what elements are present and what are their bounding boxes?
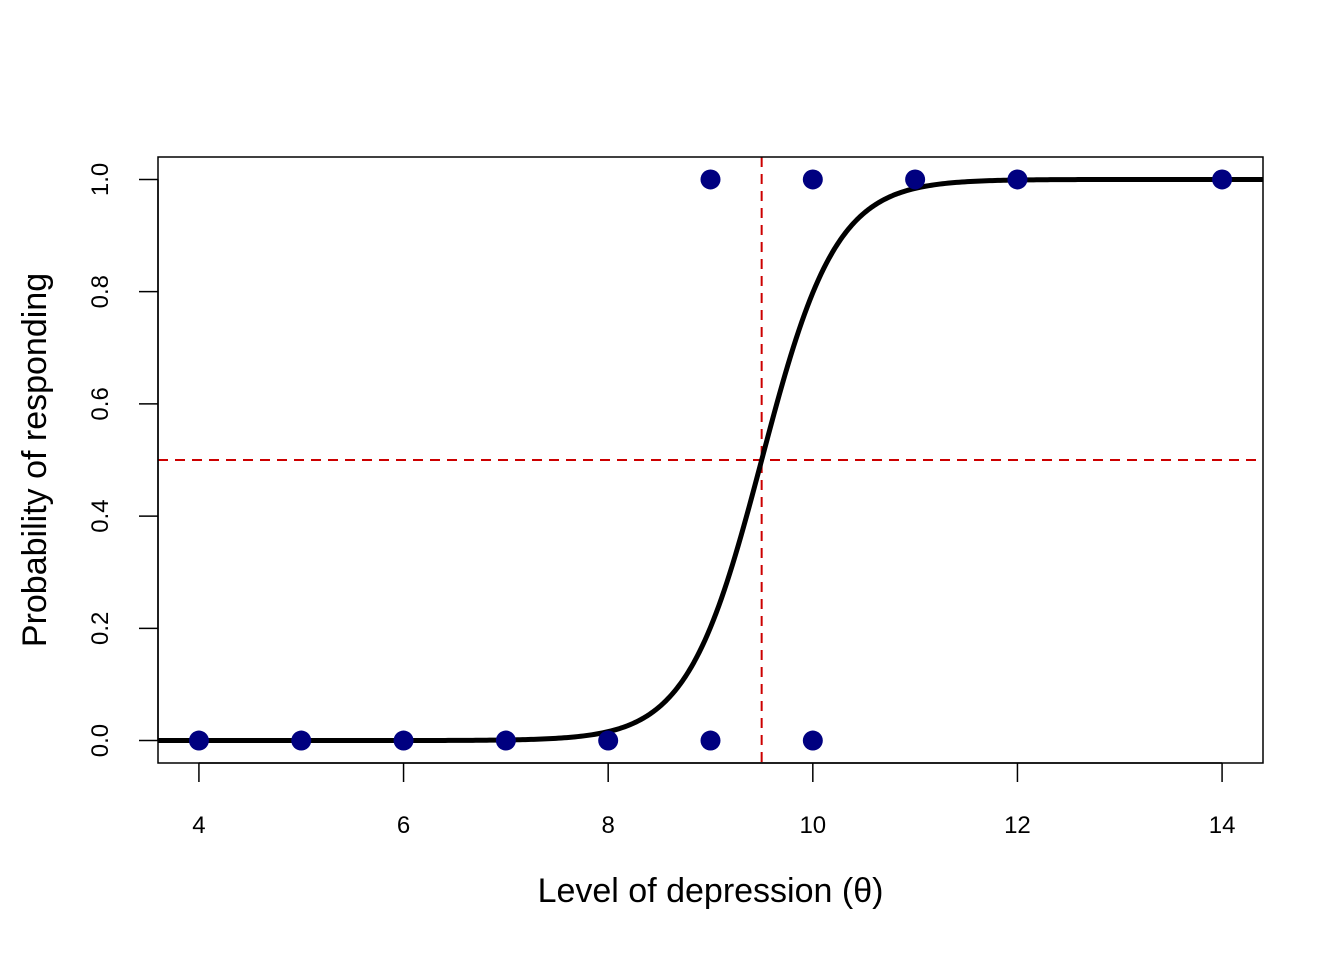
x-tick-label: 6	[397, 812, 410, 839]
data-point	[598, 730, 619, 751]
data-point	[802, 730, 823, 751]
x-tick-label: 4	[192, 812, 205, 839]
data-point	[1212, 169, 1233, 190]
y-tick-label: 0.2	[87, 612, 114, 645]
x-tick-label: 12	[1004, 812, 1031, 839]
x-axis-title: Level of depression (θ)	[538, 872, 884, 910]
x-tick-label: 10	[799, 812, 826, 839]
y-tick-label: 0.6	[87, 387, 114, 420]
data-point	[495, 730, 516, 751]
reference-lines	[158, 157, 1263, 763]
data-point	[393, 730, 414, 751]
data-point	[802, 169, 823, 190]
data-point	[1007, 169, 1028, 190]
data-point	[905, 169, 926, 190]
x-tick-label: 8	[602, 812, 615, 839]
y-tick-label: 0.8	[87, 275, 114, 308]
y-axis: 0.0 0.2 0.4 0.6 0.8 1.0	[87, 163, 159, 757]
fitted-logistic-curve	[158, 176, 1263, 744]
data-point	[188, 730, 209, 751]
data-point	[700, 169, 721, 190]
data-points	[188, 169, 1233, 751]
x-tick-label: 14	[1209, 812, 1236, 839]
y-tick-label: 0.0	[87, 724, 114, 757]
y-tick-label: 0.4	[87, 499, 114, 532]
data-point	[700, 730, 721, 751]
data-point	[291, 730, 312, 751]
x-axis: 4 6 8 10 12 14	[192, 762, 1236, 839]
y-axis-title: Probability of responding	[16, 273, 54, 647]
y-tick-label: 1.0	[87, 163, 114, 196]
